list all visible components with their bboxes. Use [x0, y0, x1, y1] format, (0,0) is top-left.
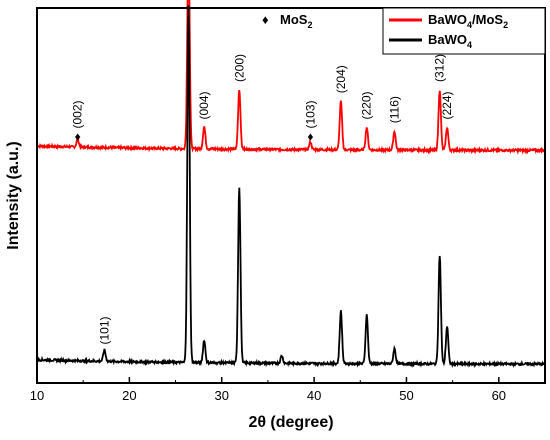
- x-tick-label: 20: [122, 388, 136, 403]
- x-axis-title: 2θ (degree): [248, 414, 333, 431]
- peak-label: (103): [303, 100, 317, 128]
- legend-label-bawo4: BaWO4: [428, 32, 472, 50]
- x-tick-label: 40: [307, 388, 321, 403]
- marker-legend-sub: 2: [307, 20, 312, 30]
- peak-label: (004): [197, 91, 211, 119]
- marker-legend-main: MoS: [280, 12, 308, 27]
- y-axis-title: Intensity (a.u.): [5, 141, 22, 249]
- series-line-1: [36, 5, 546, 369]
- peak-label: (312): [433, 54, 447, 82]
- peak-label: (224): [440, 91, 454, 119]
- diamond-marker-icon: ♦: [262, 12, 269, 27]
- peak-label: (002): [71, 100, 85, 128]
- diamond-marker-icon: ♦: [75, 130, 81, 144]
- series-line-0: [36, 0, 546, 155]
- peak-label: (116): [387, 96, 401, 123]
- legend-1-sub1: 4: [467, 40, 472, 50]
- legend-0-sub1: 4: [467, 20, 472, 30]
- diamond-marker-icon: ♦: [307, 130, 313, 144]
- peak-label: (220): [360, 91, 374, 119]
- marker-legend-label: MoS2: [280, 12, 312, 30]
- x-tick-label: 60: [492, 388, 506, 403]
- peak-label: (101): [97, 316, 111, 344]
- x-tick-label: 50: [399, 388, 413, 403]
- plot-lines: [36, 0, 546, 369]
- series-legend: BaWO4/MoS2 BaWO4: [382, 7, 546, 55]
- x-axis-ticks: 10 20 30 40 50 60: [30, 377, 506, 403]
- x-tick-label: 10: [30, 388, 44, 403]
- peak-label: (204): [334, 65, 348, 93]
- legend-label-bawo4-mos2: BaWO4/MoS2: [428, 12, 508, 30]
- peak-labels: ♦(002)(112)(004)(200)♦(103)(204)(220)(11…: [71, 54, 454, 345]
- x-tick-label: 30: [214, 388, 228, 403]
- legend-0-main: BaWO: [428, 12, 467, 27]
- plot-frame: [36, 7, 546, 384]
- peak-label: (200): [232, 54, 246, 82]
- legend-0-sub2: 2: [503, 20, 508, 30]
- legend-0-mid: /MoS: [472, 12, 503, 27]
- mos2-marker-legend: ♦ MoS2: [262, 12, 312, 30]
- legend-1-main: BaWO: [428, 32, 467, 47]
- legend-box: [382, 7, 546, 55]
